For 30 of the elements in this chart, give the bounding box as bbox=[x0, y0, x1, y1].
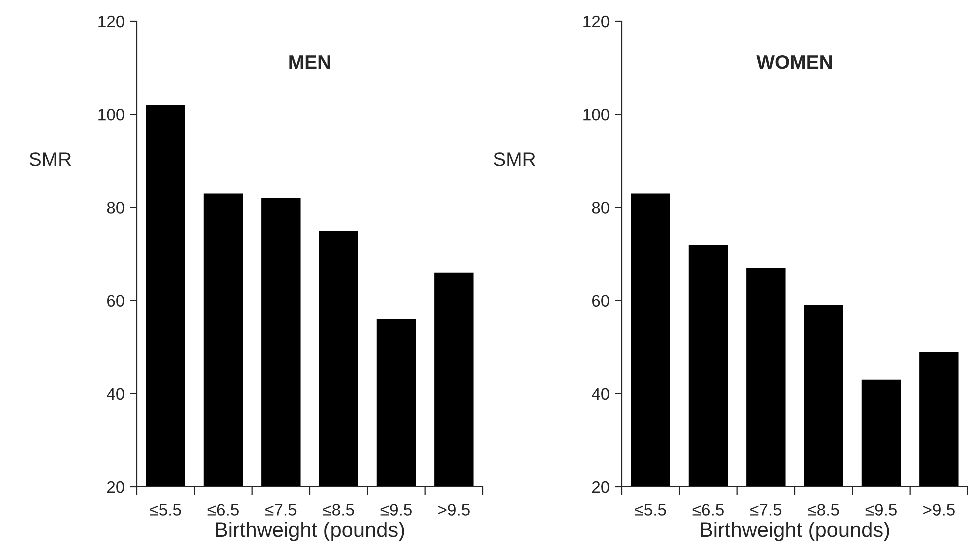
x-tick-label: >9.5 bbox=[924, 504, 955, 516]
y-axis-title: SMR bbox=[30, 152, 72, 166]
y-tick-label: 80 bbox=[107, 202, 125, 214]
y-tick-label: 20 bbox=[107, 481, 125, 494]
x-axis-title: Birthweight (pounds) bbox=[216, 522, 404, 542]
x-tick-label: ≤7.5 bbox=[750, 504, 782, 516]
y-tick-label: 80 bbox=[592, 202, 610, 214]
y-tick-label: 40 bbox=[592, 388, 610, 400]
x-tick-label: ≤9.5 bbox=[866, 504, 897, 516]
y-tick-label: 40 bbox=[107, 388, 125, 400]
x-tick-label: ≤8.5 bbox=[323, 504, 354, 516]
x-tick-label: ≤5.5 bbox=[150, 504, 182, 516]
text: MEN bbox=[290, 56, 330, 70]
x-tick-label: ≤6.5 bbox=[208, 504, 239, 516]
y-tick-label: 120 bbox=[584, 16, 610, 28]
x-tick-label: >9.5 bbox=[438, 504, 470, 516]
y-tick-label: 20 bbox=[592, 481, 610, 494]
y-tick-label: 60 bbox=[592, 295, 610, 308]
x-axis-title: Birthweight (pounds) bbox=[701, 522, 890, 542]
x-tick-label: ≤9.5 bbox=[380, 504, 412, 516]
text: WOMEN bbox=[756, 55, 832, 70]
y-tick-label: 100 bbox=[98, 109, 125, 121]
y-tick-label: 60 bbox=[108, 295, 125, 308]
x-tick-label: ≤7.5 bbox=[266, 504, 297, 516]
x-tick-label: ≤5.5 bbox=[635, 504, 666, 516]
y-axis-title: SMR bbox=[494, 152, 536, 166]
x-tick-label: ≤6.5 bbox=[692, 504, 724, 516]
y-tick-label: 100 bbox=[584, 109, 610, 121]
y-tick-label: 120 bbox=[98, 16, 125, 28]
x-tick-label: ≤8.5 bbox=[808, 504, 840, 516]
